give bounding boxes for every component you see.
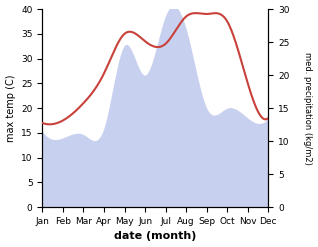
Y-axis label: max temp (C): max temp (C) <box>5 74 16 142</box>
Y-axis label: med. precipitation (kg/m2): med. precipitation (kg/m2) <box>303 52 313 165</box>
X-axis label: date (month): date (month) <box>114 231 197 242</box>
